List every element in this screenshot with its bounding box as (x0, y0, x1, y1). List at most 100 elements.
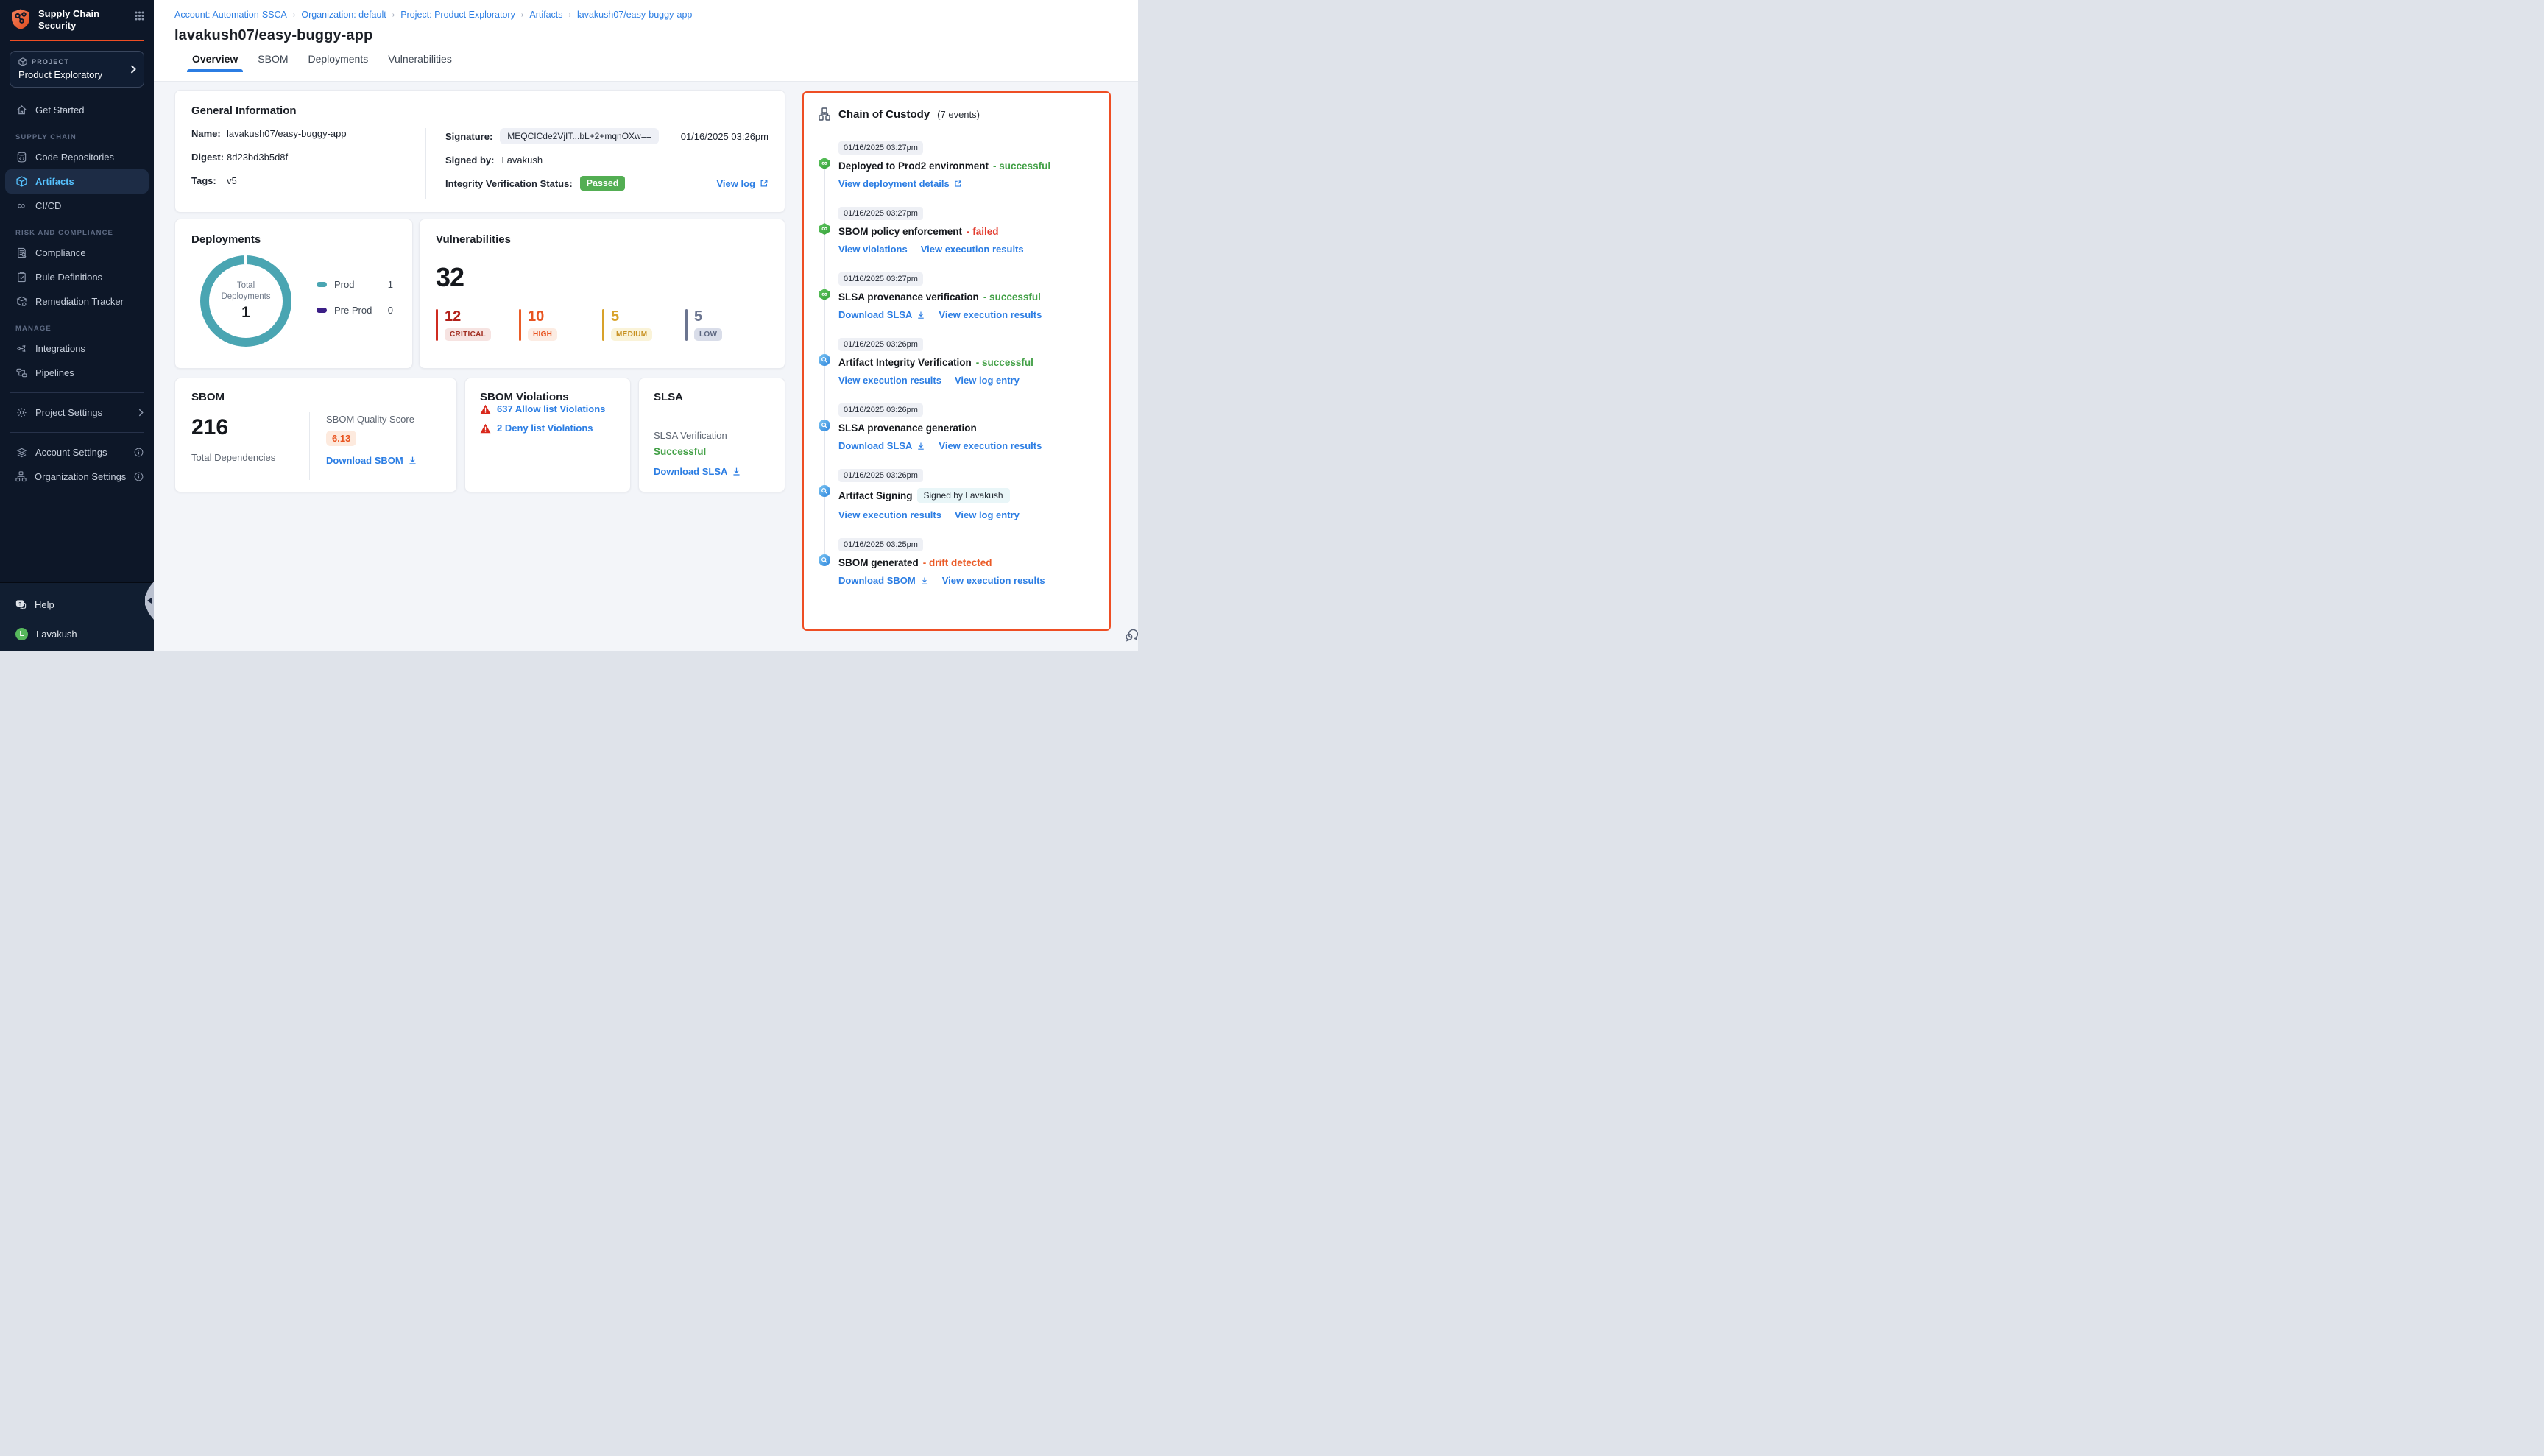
sidebar-item-get-started[interactable]: Get Started (0, 98, 154, 122)
severity-badge: MEDIUM (611, 328, 653, 341)
view-log-entry-link[interactable]: View log entry (954, 509, 1020, 520)
cicd-event-icon: ∞ (819, 289, 830, 300)
clipboard-check-icon (15, 272, 27, 283)
artifacts-cube-icon (15, 175, 27, 187)
name-row: Name: lavakush07/easy-buggy-app (191, 128, 425, 139)
tab-vulnerabilities[interactable]: Vulnerabilities (388, 53, 452, 65)
app-logo-shield-icon (10, 8, 32, 30)
sidebar-item-remediation-tracker[interactable]: Remediation Tracker (0, 289, 154, 314)
breadcrumb-account[interactable]: Account: Automation-SSCA (174, 10, 287, 20)
deny-list-violations-link[interactable]: 2 Deny list Violations (497, 423, 593, 434)
download-sbom-link[interactable]: Download SBOM (838, 575, 929, 586)
event-status: - failed (967, 226, 999, 237)
view-log-link[interactable]: View log (717, 178, 769, 189)
sidebar-item-pipelines[interactable]: Pipelines (0, 361, 154, 385)
download-icon (733, 467, 740, 476)
event-slsa-provenance-verification: ∞ 01/16/2025 03:27pm SLSA provenance ver… (819, 272, 1095, 320)
sidebar-item-code-repositories[interactable]: Code Repositories (0, 145, 154, 169)
nav-section-supply-chain: SUPPLY CHAIN (15, 132, 77, 141)
help-button[interactable]: ? Help (0, 593, 154, 616)
info-icon[interactable] (134, 472, 144, 481)
ssca-event-icon (819, 420, 830, 431)
svg-text:?: ? (18, 601, 21, 607)
breadcrumb-current[interactable]: lavakush07/easy-buggy-app (577, 10, 693, 20)
external-link-icon (760, 180, 768, 187)
event-timestamp: 01/16/2025 03:27pm (838, 272, 923, 286)
breadcrumb-organization[interactable]: Organization: default (301, 10, 386, 20)
sidebar-item-artifacts[interactable]: Artifacts (5, 169, 149, 194)
sidebar-item-organization-settings[interactable]: Organization Settings (0, 464, 154, 489)
sidebar-item-rule-definitions[interactable]: Rule Definitions (0, 265, 154, 289)
download-slsa-link[interactable]: Download SLSA (838, 309, 925, 320)
sidebar-item-label: Account Settings (35, 446, 107, 458)
sidebar-item-project-settings[interactable]: Project Settings (0, 400, 154, 425)
tab-deployments[interactable]: Deployments (308, 53, 369, 65)
sidebar-item-cicd[interactable]: ∞ CI/CD (0, 194, 154, 218)
page-title: lavakush07/easy-buggy-app (174, 27, 373, 43)
view-execution-results-link[interactable]: View execution results (939, 309, 1042, 320)
donut-total-value: 1 (241, 303, 250, 321)
sidebar-item-label: CI/CD (35, 199, 62, 211)
severity-badge: CRITICAL (445, 328, 492, 341)
view-execution-results-link[interactable]: View execution results (838, 509, 941, 520)
ssca-event-icon (819, 485, 830, 497)
support-chat-icon[interactable] (1124, 626, 1138, 643)
breadcrumb-project[interactable]: Project: Product Exploratory (400, 10, 515, 20)
sidebar-item-compliance[interactable]: Compliance (0, 241, 154, 265)
breadcrumb-separator: › (392, 10, 395, 19)
view-execution-results-link[interactable]: View execution results (939, 440, 1042, 451)
project-selector[interactable]: PROJECT Product Exploratory (10, 50, 144, 88)
view-log-entry-link[interactable]: View log entry (954, 375, 1020, 386)
avatar: L (15, 627, 28, 640)
info-icon[interactable] (134, 448, 144, 457)
cicd-event-icon: ∞ (819, 158, 830, 169)
tab-bar: Overview SBOM Deployments Vulnerabilitie… (174, 53, 1117, 72)
signed-by-value: Lavakush (501, 155, 543, 166)
layers-icon (15, 447, 27, 458)
sidebar-item-account-settings[interactable]: Account Settings (0, 440, 154, 464)
view-execution-results-link[interactable]: View execution results (941, 575, 1045, 586)
event-sbom-policy-enforcement: ∞ 01/16/2025 03:27pm SBOM policy enforce… (819, 206, 1095, 255)
chain-of-custody-title: Chain of Custody (838, 107, 930, 121)
breadcrumb-artifacts[interactable]: Artifacts (529, 10, 563, 20)
severity-bar (685, 309, 688, 341)
event-deployed-prod2: ∞ 01/16/2025 03:27pm Deployed to Prod2 e… (819, 141, 1095, 189)
hierarchy-icon (819, 107, 830, 121)
tab-sbom[interactable]: SBOM (258, 53, 289, 65)
nav-section-manage: MANAGE (15, 324, 52, 333)
view-violations-link[interactable]: View violations (838, 244, 908, 255)
tags-label: Tags: (191, 175, 216, 186)
severity-count: 12 (445, 308, 462, 325)
user-menu[interactable]: L Lavakush (0, 622, 154, 646)
view-execution-results-link[interactable]: View execution results (838, 375, 941, 386)
download-icon (409, 456, 416, 464)
ssca-event-icon (819, 354, 830, 366)
event-timestamp: 01/16/2025 03:27pm (838, 207, 923, 220)
vulnerabilities-card: Vulnerabilities 32 12 CRITICAL (419, 219, 785, 369)
document-search-icon (15, 247, 27, 258)
vertical-divider (425, 128, 426, 199)
main-area: Account: Automation-SSCA › Organization:… (154, 0, 1138, 651)
allow-list-violations-link[interactable]: 637 Allow list Violations (497, 403, 606, 414)
severity-count: 5 (611, 308, 620, 325)
chevron-right-icon (138, 409, 144, 417)
download-slsa-label: Download SLSA (654, 466, 728, 477)
event-timestamp: 01/16/2025 03:26pm (838, 469, 923, 482)
sidebar-item-label: Get Started (35, 104, 85, 116)
event-title: Deployed to Prod2 environment (838, 160, 989, 172)
accent-divider (10, 39, 144, 41)
sbom-total-label: Total Dependencies (191, 452, 276, 463)
tab-overview[interactable]: Overview (186, 53, 244, 72)
download-slsa-link[interactable]: Download SLSA (654, 466, 741, 477)
sbom-card: SBOM 216 Total Dependencies SBOM Quality… (174, 378, 457, 492)
events-timeline: ∞ 01/16/2025 03:27pm Deployed to Prod2 e… (819, 141, 1095, 586)
breadcrumb-separator: › (520, 10, 524, 19)
view-deployment-details-link[interactable]: View deployment details (838, 178, 962, 189)
sidebar-item-integrations[interactable]: Integrations (0, 336, 154, 361)
project-label-row: PROJECT (18, 57, 135, 66)
download-slsa-link[interactable]: Download SLSA (838, 440, 925, 451)
vulnerabilities-total: 32 (436, 262, 464, 292)
view-execution-results-link[interactable]: View execution results (920, 244, 1024, 255)
download-sbom-link[interactable]: Download SBOM (326, 455, 417, 466)
app-grid-icon[interactable] (135, 11, 144, 21)
